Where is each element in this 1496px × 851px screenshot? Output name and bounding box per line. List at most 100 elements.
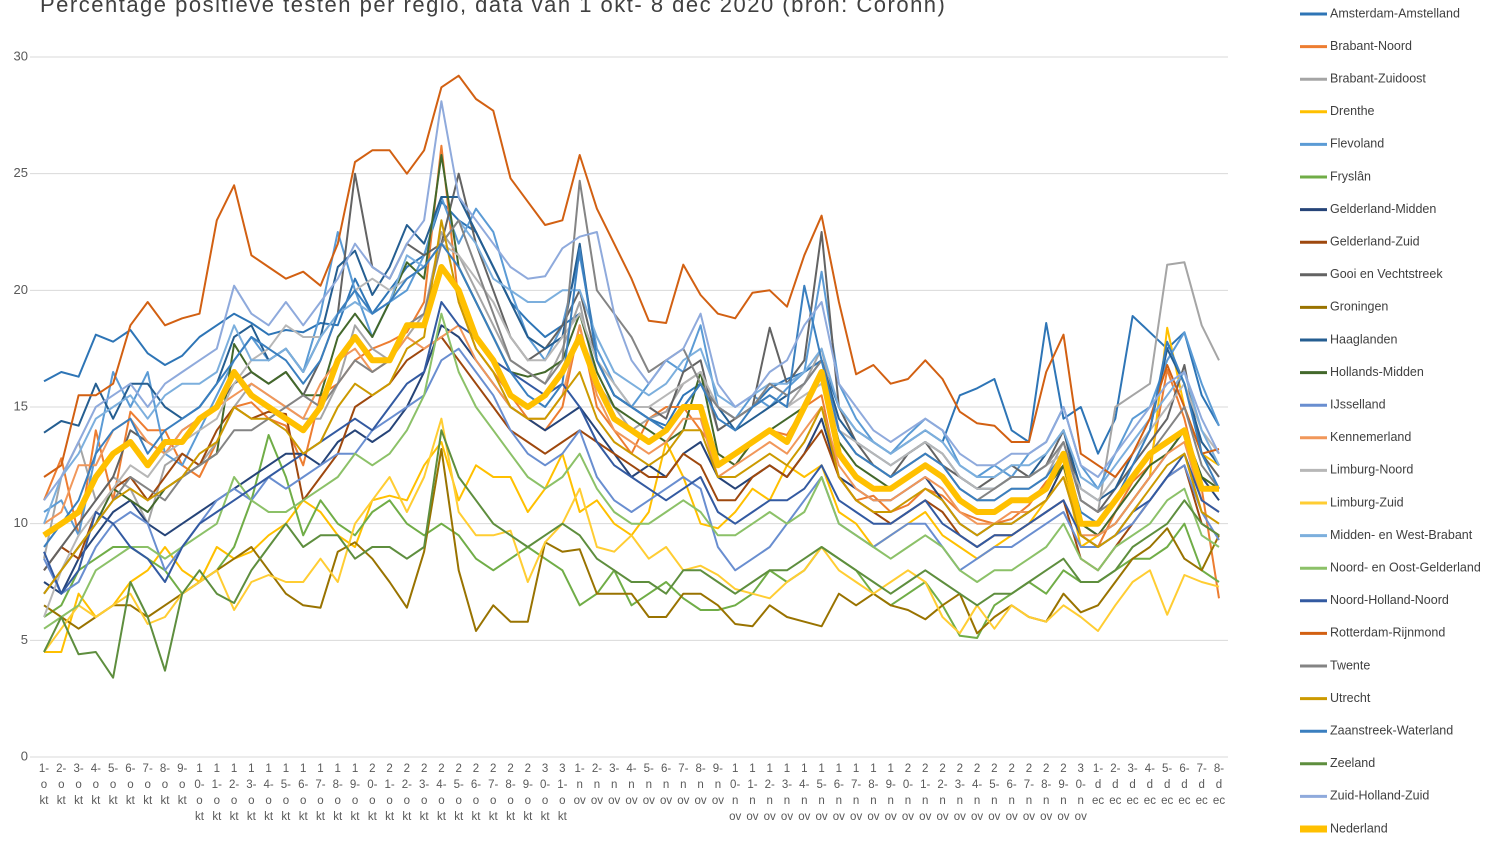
x-tick-label: 3 1-o kt [557, 763, 567, 823]
x-tick-label: 1 6-n ov [833, 763, 845, 823]
x-tick-label: 8-n ov [695, 763, 707, 807]
x-tick-label: 4-n ov [625, 763, 637, 807]
x-tick-label: 6-n ov [660, 763, 672, 807]
legend-item: Nederland [1300, 821, 1388, 835]
x-tick-label: 1 7-o kt [315, 763, 325, 823]
x-tick-label: 1 7-n ov [850, 763, 862, 823]
x-tick-label: 1 4-n ov [798, 763, 810, 823]
x-tick-label: 2 2-o kt [402, 763, 412, 823]
legend-item: Brabant-Noord [1300, 39, 1412, 53]
legend-label: Fryslân [1330, 169, 1371, 183]
x-tick-label: 1 3-n ov [781, 763, 793, 823]
legend-item: Noord- en Oost-Gelderland [1300, 560, 1481, 574]
series-line [43, 324, 1220, 537]
series-line [43, 179, 1220, 595]
x-tick-label: 1 2-o kt [229, 763, 239, 823]
legend-item: Utrecht [1300, 691, 1371, 705]
y-tick-label: 0 [21, 748, 28, 763]
legend-item: Midden- en West-Brabant [1300, 528, 1473, 542]
legend-item: Limburg-Noord [1300, 463, 1413, 477]
series-line [43, 301, 1220, 595]
legend-item: Drenthe [1300, 104, 1375, 118]
legend-label: Brabant-Zuidoost [1330, 71, 1426, 85]
legend-item: Gooi en Vechtstreek [1300, 267, 1443, 281]
x-tick-label: 2 0-n ov [902, 763, 914, 823]
series-line [43, 417, 1220, 653]
x-tick-label: 1 5-o kt [281, 763, 291, 823]
x-tick-label: 2 0-o kt [367, 763, 377, 823]
x-tick-label: 1 0-o kt [194, 763, 204, 823]
x-tick-label: 5-n ov [643, 763, 655, 807]
x-tick-label: 1 9-n ov [885, 763, 897, 823]
legend-label: Gelderland-Midden [1330, 202, 1436, 216]
legend-label: Noord- en Oost-Gelderland [1330, 560, 1481, 574]
legend-label: Kennemerland [1330, 430, 1411, 444]
legend-item: IJsselland [1300, 397, 1386, 411]
x-tick-label: 4-o kt [91, 763, 101, 807]
x-tick-label: 2-n ov [591, 763, 603, 807]
series-line [43, 242, 1220, 548]
x-tick-label: 3 0-n ov [1075, 763, 1087, 823]
x-tick-label: 1-n ov [574, 763, 586, 807]
legend-label: Zuid-Holland-Zuid [1330, 789, 1429, 803]
legend-label: Utrecht [1330, 691, 1371, 705]
x-tick-label: 1 2-n ov [764, 763, 776, 823]
x-tick-label: 9-n ov [712, 763, 724, 807]
x-tick-label: 1 9-o kt [350, 763, 360, 823]
x-tick-label: 1 4-o kt [264, 763, 274, 823]
x-tick-label: 7-d ec [1196, 763, 1208, 807]
x-tick-label: 4-d ec [1144, 763, 1156, 807]
x-tick-label: 2 5-o kt [454, 763, 464, 823]
series-line [43, 100, 1220, 501]
legend-item: Kennemerland [1300, 430, 1411, 444]
x-tick-label: 5-o kt [108, 763, 118, 807]
x-tick-label: 8-o kt [160, 763, 170, 807]
legend-label: Amsterdam-Amstelland [1330, 6, 1460, 20]
series-line [43, 196, 1220, 537]
x-tick-label: 2 3-o kt [419, 763, 429, 823]
x-tick-label: 7-n ov [677, 763, 689, 807]
x-tick-label: 1 5-n ov [815, 763, 827, 823]
series-line [43, 74, 1220, 478]
legend-label: Drenthe [1330, 104, 1375, 118]
legend-item: Noord-Holland-Noord [1300, 593, 1449, 607]
x-tick-label: 2 8-o kt [505, 763, 515, 823]
series-line [43, 219, 1220, 525]
x-tick-label: 1-o kt [39, 763, 49, 807]
x-tick-label: 3-o kt [73, 763, 83, 807]
y-tick-label: 30 [14, 48, 28, 63]
legend-label: Zeeland [1330, 756, 1375, 770]
legend-label: IJsselland [1330, 397, 1386, 411]
series-line [43, 312, 1220, 630]
series-line [43, 429, 1220, 679]
legend-item: Rotterdam-Rijnmond [1300, 626, 1445, 640]
x-tick-label: 1 8-n ov [867, 763, 879, 823]
legend-label: Groningen [1330, 300, 1388, 314]
series-line [43, 200, 1220, 455]
legend-item: Brabant-Zuidoost [1300, 71, 1426, 85]
x-tick-label: 5-d ec [1161, 763, 1173, 807]
legend-item: Groningen [1300, 300, 1388, 314]
legend-label: Midden- en West-Brabant [1330, 528, 1473, 542]
legend-label: Brabant-Noord [1330, 39, 1412, 53]
legend-item: Zaanstreek-Waterland [1300, 723, 1453, 737]
x-tick-label: 2 9-o kt [523, 763, 533, 823]
chart-title: Percentage positieve testen per regio, d… [40, 0, 946, 17]
x-tick-label: 2 6-n ov [1006, 763, 1018, 823]
x-tick-label: 1 3-o kt [246, 763, 256, 823]
legend-label: Haaglanden [1330, 332, 1397, 346]
x-tick-label: 7-o kt [143, 763, 153, 807]
legend-label: Gooi en Vechtstreek [1330, 267, 1443, 281]
legend-item: Zeeland [1300, 756, 1375, 770]
x-tick-label: 1 6-o kt [298, 763, 308, 823]
legend-label: Gelderland-Zuid [1330, 234, 1420, 248]
y-tick-label: 20 [14, 282, 28, 297]
series-line [43, 347, 1220, 595]
legend-item: Zuid-Holland-Zuid [1300, 789, 1429, 803]
x-tick-label: 2-o kt [56, 763, 66, 807]
y-tick-label: 5 [21, 632, 28, 647]
x-tick-label: 2 8-n ov [1040, 763, 1052, 823]
x-tick-label: 2 3-n ov [954, 763, 966, 823]
x-tick-label: 3-n ov [608, 763, 620, 807]
